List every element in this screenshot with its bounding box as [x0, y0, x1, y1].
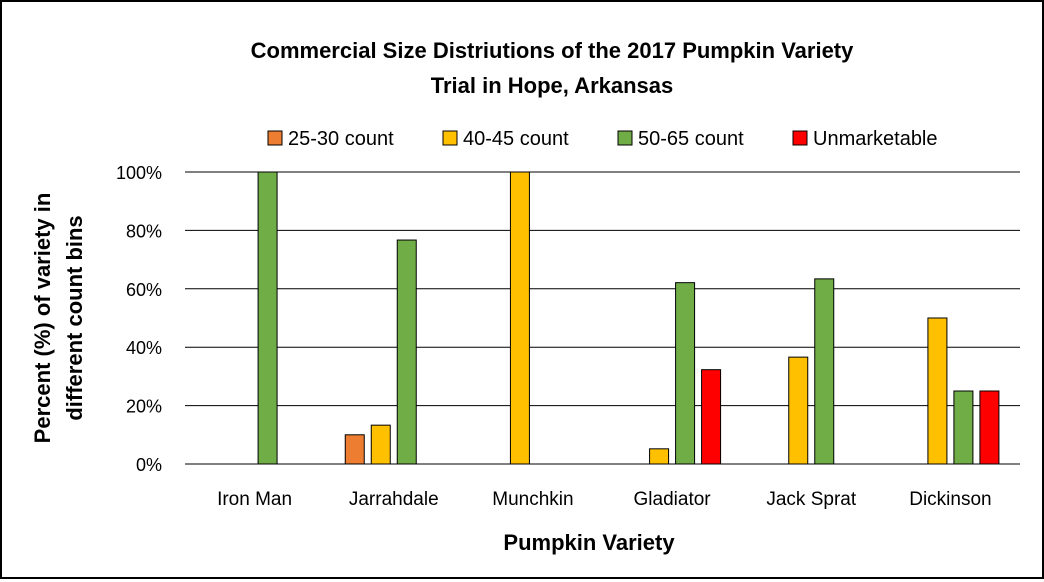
bar-50-65-count [257, 171, 278, 465]
bar-40-45-count [927, 317, 948, 465]
x-axis-categories: Iron Man Jarrahdale Munchkin Gladiator Jack … [217, 489, 992, 510]
legend-label: 25-30 count [288, 128, 394, 150]
legend-item: 40-45 count [442, 128, 569, 150]
legend-label: 40-45 count [463, 128, 569, 150]
legend-item: Unmarketable [792, 128, 938, 150]
y-tick-label: 0% [136, 455, 162, 475]
x-tick-label: Gladiator [634, 489, 712, 510]
y-tick-label: 40% [126, 338, 162, 358]
bar-40-45-count [788, 356, 809, 465]
y-tick-label: 60% [126, 280, 162, 300]
bar-unmarketable [979, 390, 1000, 465]
chart-gridlines [185, 171, 1020, 407]
y-axis-title: Percent (%) of variety in different count… [30, 193, 87, 444]
y-tick-label: 80% [126, 221, 162, 241]
legend-swatch [442, 130, 458, 146]
x-axis-title: Pumpkin Variety [503, 530, 675, 555]
bar-25-30-count [344, 434, 365, 465]
chart-legend: 25-30 count 40-45 count 50-65 count Unmarke… [267, 128, 938, 150]
bar-50-65-count [675, 282, 696, 465]
bar-40-45-count [370, 424, 391, 465]
bar-unmarketable [701, 369, 722, 465]
y-axis-title-line: different count bins [62, 215, 87, 420]
legend-item: 25-30 count [267, 128, 394, 150]
legend-label: Unmarketable [813, 128, 938, 150]
y-tick-label: 20% [126, 397, 162, 417]
bar-50-65-count [814, 278, 835, 465]
x-tick-label: Jack Sprat [766, 489, 856, 510]
legend-swatch [617, 130, 633, 146]
bar-40-45-count [649, 448, 670, 465]
legend-swatch [267, 130, 283, 146]
y-axis-ticks: 0% 20% 40% 60% 80% 100% [116, 163, 162, 475]
chart-title: Commercial Size Distriutions of the 2017… [251, 38, 855, 98]
legend-swatch [792, 130, 808, 146]
chart-title-line: Commercial Size Distriutions of the 2017… [251, 38, 855, 63]
bar-50-65-count [953, 390, 974, 465]
y-axis-title-line: Percent (%) of variety in [30, 193, 55, 444]
bar-40-45-count [509, 171, 530, 465]
chart-title-line: Trial in Hope, Arkansas [431, 73, 674, 98]
x-tick-label: Munchkin [492, 489, 573, 510]
x-tick-label: Jarrahdale [349, 489, 439, 510]
bar-50-65-count [396, 239, 417, 465]
x-tick-label: Dickinson [909, 489, 991, 510]
legend-item: 50-65 count [617, 128, 744, 150]
y-tick-label: 100% [116, 163, 162, 183]
x-tick-label: Iron Man [217, 489, 292, 510]
chart-bars [257, 171, 1000, 465]
legend-label: 50-65 count [638, 128, 744, 150]
